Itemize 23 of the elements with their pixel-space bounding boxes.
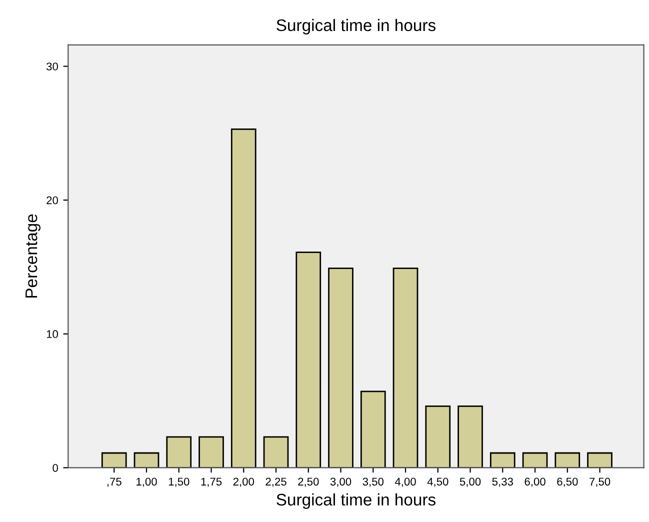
x-tick-label: 1,50 — [168, 478, 190, 487]
x-tick-label: 4,50 — [427, 478, 448, 487]
y-tick-label: 10 — [46, 330, 58, 338]
chart-title: Surgical time in hours — [276, 18, 436, 34]
x-tick-label: 6,50 — [557, 478, 578, 487]
x-tick-label: 3,50 — [362, 478, 384, 487]
x-tick-label: 2,50 — [298, 478, 319, 487]
x-tick-label: 2,25 — [266, 478, 286, 487]
x-tick-label: 2,00 — [233, 478, 254, 487]
x-axis-title: Surgical time in hours — [276, 493, 436, 509]
x-tick-label: 3,00 — [330, 478, 352, 487]
x-tick-label: 6,00 — [524, 478, 546, 487]
x-tick-label: 1,75 — [201, 478, 222, 487]
x-tick-label: 7,50 — [590, 478, 610, 487]
y-axis-title: Percentage — [26, 214, 41, 298]
x-tick-label: 5,33 — [492, 478, 513, 487]
x-tick-label: 4,00 — [394, 478, 416, 487]
y-tick-label: 0 — [52, 464, 58, 472]
x-tick-label: 1,00 — [136, 478, 157, 487]
x-tick-label: ,75 — [107, 478, 122, 487]
x-tick-label: 5,00 — [460, 478, 481, 487]
y-tick-label: 30 — [46, 62, 58, 70]
y-tick-label: 20 — [46, 196, 58, 204]
